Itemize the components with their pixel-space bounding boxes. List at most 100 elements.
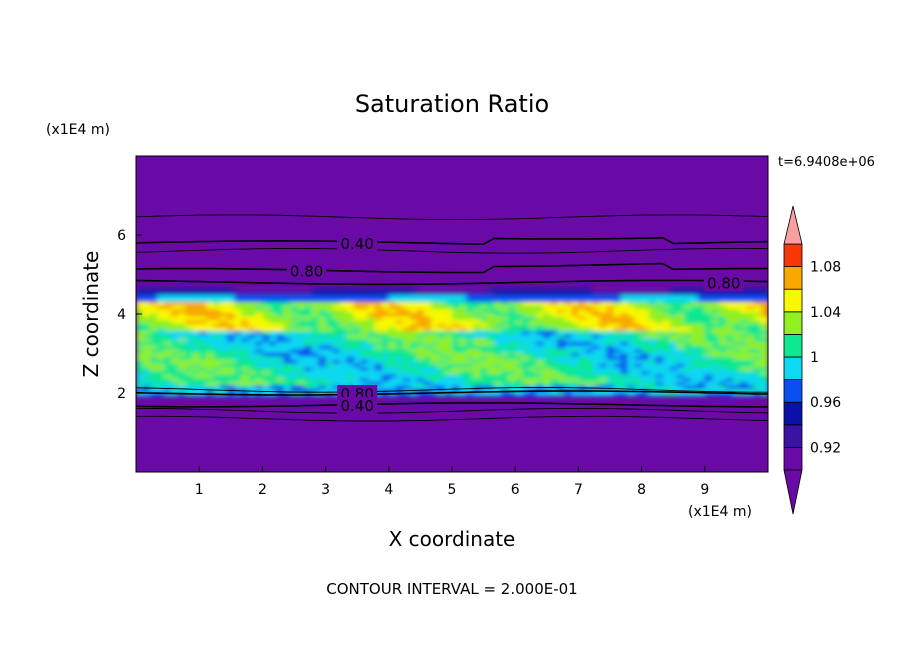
field-cell [248, 289, 257, 295]
field-cell [248, 358, 257, 364]
field-cell [241, 366, 250, 371]
field-cell [550, 358, 559, 364]
field-cell [276, 304, 285, 310]
field-cell [444, 329, 454, 335]
field-cell [578, 315, 587, 321]
field-cell [402, 340, 412, 346]
field-cell [276, 391, 285, 397]
field-cell [522, 318, 531, 324]
field-cell [297, 333, 306, 339]
field-cell [599, 347, 608, 353]
field-cell [515, 387, 524, 393]
field-cell [416, 322, 426, 328]
field-cell [339, 347, 348, 353]
field-cell [178, 315, 187, 321]
field-cell [683, 337, 692, 342]
field-cell [143, 362, 152, 368]
field-cell [395, 318, 405, 324]
field-cell [192, 362, 201, 368]
field-cell [494, 355, 503, 360]
field-cell [676, 329, 685, 335]
field-cell [304, 369, 313, 375]
field-cell [592, 347, 601, 353]
field-cell [620, 384, 629, 389]
field-cell [178, 344, 187, 350]
field-cell [732, 304, 742, 310]
field-cell [395, 376, 405, 382]
field-cell [529, 308, 538, 313]
field-cell [136, 333, 145, 339]
field-cell [641, 384, 650, 389]
field-cell [753, 289, 763, 295]
field-cell [557, 318, 566, 324]
field-cell [606, 387, 615, 393]
field-cell [550, 304, 559, 310]
field-cell [269, 340, 278, 346]
field-cell [578, 293, 587, 299]
field-cell [353, 340, 362, 346]
field-cell [150, 355, 159, 360]
field-cell [248, 340, 257, 346]
field-cell [494, 297, 503, 303]
field-cell [213, 300, 222, 306]
field-cell [578, 333, 587, 339]
field-cell [522, 366, 531, 371]
field-cell [739, 376, 749, 382]
field-cell [262, 329, 271, 335]
field-cell [136, 366, 145, 371]
field-cell [718, 315, 728, 321]
field-cell [437, 300, 447, 306]
field-cell [213, 318, 222, 324]
field-cell [360, 358, 369, 364]
field-cell [571, 326, 580, 331]
field-cell [690, 373, 699, 379]
field-cell [143, 373, 152, 379]
field-cell [262, 326, 271, 331]
field-cell [290, 304, 299, 310]
field-cell [529, 376, 538, 382]
field-cell [395, 337, 405, 342]
field-cell [430, 380, 440, 386]
field-cell [529, 311, 538, 317]
field-cell [760, 347, 768, 353]
field-cell [136, 322, 145, 328]
field-cell [423, 384, 433, 389]
field-cell [367, 297, 376, 303]
field-cell [276, 333, 285, 339]
field-cell [746, 362, 756, 368]
field-cell [746, 322, 756, 328]
field-cell [711, 304, 721, 310]
field-cell [283, 340, 292, 346]
field-cell [515, 373, 524, 379]
field-cell [402, 293, 412, 299]
field-cell [437, 311, 447, 317]
field-cell [585, 387, 594, 393]
field-cell [557, 311, 566, 317]
field-cell [690, 311, 699, 317]
field-cell [585, 308, 594, 313]
field-cell [655, 315, 664, 321]
field-cell [143, 318, 152, 324]
field-cell [627, 300, 636, 306]
field-cell [466, 362, 475, 368]
field-cell [171, 344, 180, 350]
field-cell [220, 304, 229, 310]
field-cell [143, 326, 152, 331]
field-cell [297, 344, 306, 350]
field-cell [360, 351, 369, 357]
field-cell [487, 366, 496, 371]
field-cell [592, 318, 601, 324]
field-cell [683, 322, 692, 328]
x-tick-label: 4 [384, 482, 393, 498]
field-cell [437, 369, 447, 375]
field-cell [318, 373, 327, 379]
field-cell [290, 322, 299, 328]
field-cell [262, 373, 271, 379]
field-cell [746, 384, 756, 389]
field-cell [304, 315, 313, 321]
field-cell [501, 300, 510, 306]
field-cell [381, 322, 390, 328]
field-cell [339, 329, 348, 335]
field-cell [557, 369, 566, 375]
field-cell [480, 329, 489, 335]
